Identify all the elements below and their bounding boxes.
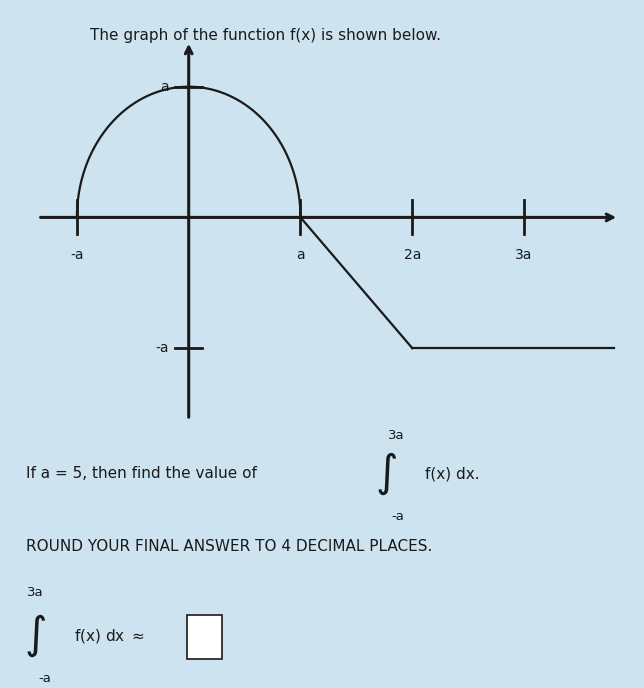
Text: f(x) dx $\approx$: f(x) dx $\approx$ — [74, 627, 145, 645]
Text: a: a — [296, 248, 305, 262]
Text: f(x) dx.: f(x) dx. — [425, 466, 480, 481]
Text: -a: -a — [39, 672, 52, 685]
Text: 3a: 3a — [388, 429, 404, 442]
Text: $\int$: $\int$ — [375, 451, 397, 497]
Text: $\int$: $\int$ — [24, 612, 46, 659]
Text: a: a — [160, 80, 169, 94]
Text: 3a: 3a — [515, 248, 533, 262]
Text: The graph of the function f(x) is shown below.: The graph of the function f(x) is shown … — [90, 28, 441, 43]
Text: 2a: 2a — [404, 248, 421, 262]
FancyBboxPatch shape — [187, 615, 222, 659]
Text: -a: -a — [70, 248, 84, 262]
Text: -a: -a — [392, 510, 404, 523]
Text: ROUND YOUR FINAL ANSWER TO 4 DECIMAL PLACES.: ROUND YOUR FINAL ANSWER TO 4 DECIMAL PLA… — [26, 539, 432, 555]
Text: -a: -a — [155, 341, 169, 355]
Text: 3a: 3a — [27, 586, 44, 599]
Text: If a = 5, then find the value of: If a = 5, then find the value of — [26, 466, 257, 481]
